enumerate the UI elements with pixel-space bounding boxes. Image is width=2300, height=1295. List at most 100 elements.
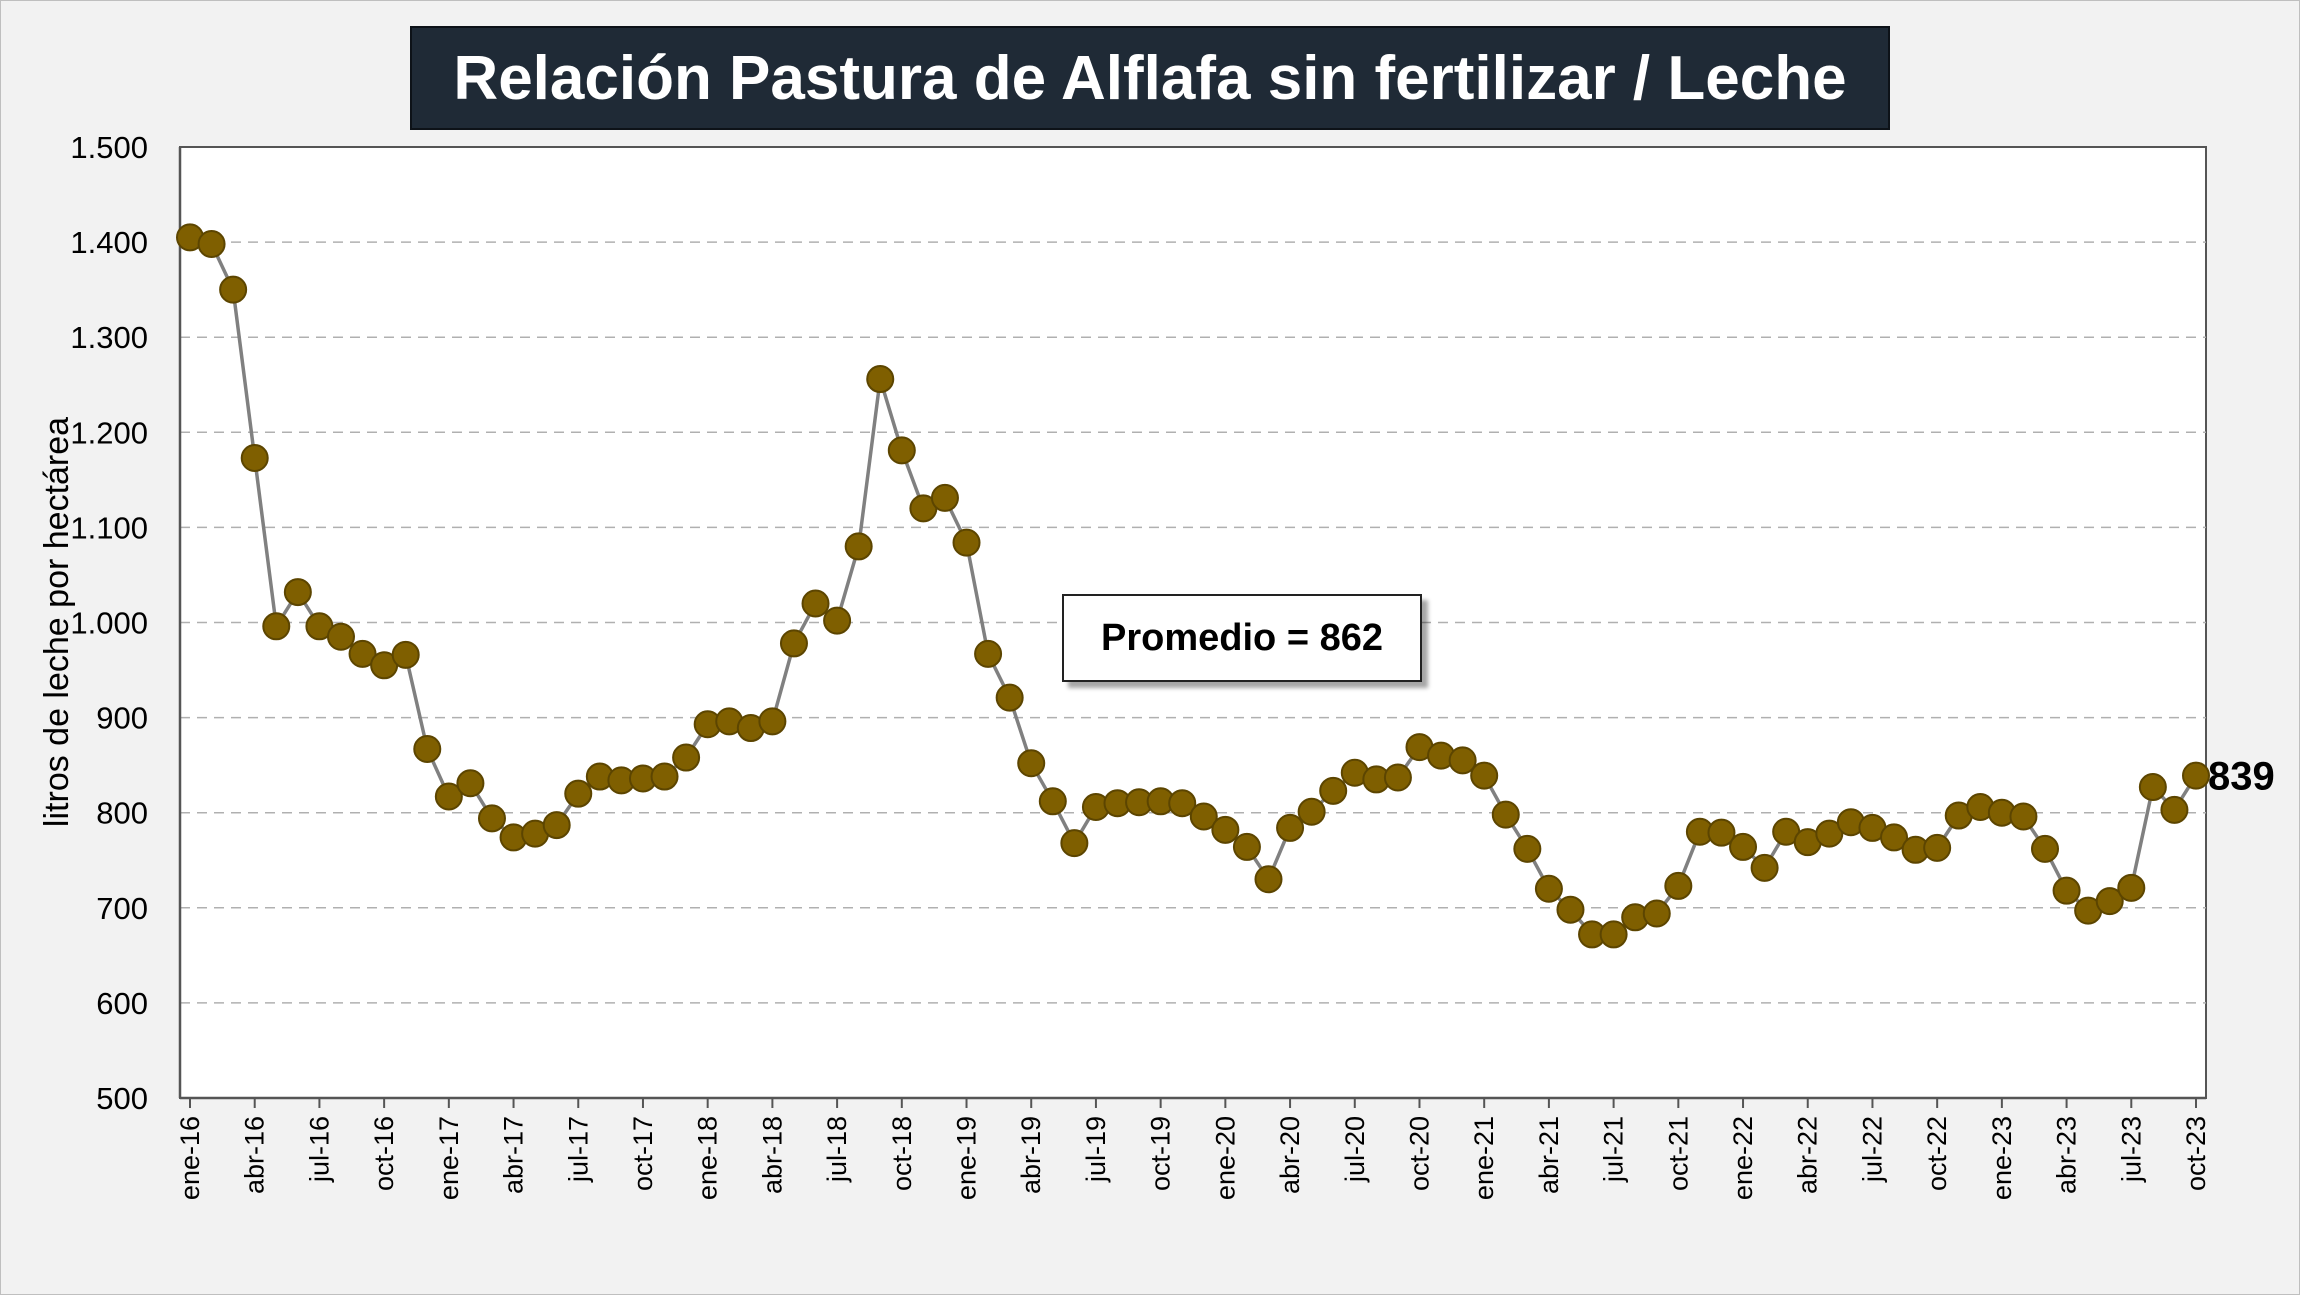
y-tick-label: 1.300 (70, 320, 148, 355)
data-point (1017, 749, 1046, 778)
y-tick-label: 900 (96, 701, 148, 736)
data-point (564, 779, 593, 808)
x-tick-label: abr-18 (757, 1116, 787, 1194)
x-tick-label: jul-17 (563, 1116, 593, 1183)
data-points (176, 223, 2210, 949)
data-point (1750, 853, 1779, 882)
y-tick-label: 1.000 (70, 606, 148, 641)
data-point (930, 483, 959, 512)
data-point (1513, 834, 1542, 863)
data-point (650, 762, 679, 791)
data-point (1642, 899, 1671, 928)
data-point (844, 532, 873, 561)
x-tick-label: oct-20 (1404, 1116, 1434, 1191)
data-point (1254, 865, 1283, 894)
data-point (995, 683, 1024, 712)
data-point (1383, 763, 1412, 792)
data-point (391, 640, 420, 669)
x-tick-label: ene-18 (693, 1116, 723, 1200)
data-point (1664, 871, 1693, 900)
data-point (1880, 823, 1909, 852)
data-point (1556, 895, 1585, 924)
data-point (434, 782, 463, 811)
x-tick-label: ene-23 (1987, 1116, 2017, 1200)
x-tick-label: ene-21 (1469, 1116, 1499, 1200)
data-point (348, 639, 377, 668)
data-point (542, 811, 571, 840)
data-point (2182, 761, 2210, 790)
data-point (1189, 802, 1218, 831)
data-point (197, 230, 226, 259)
average-annotation: Promedio = 862 (1062, 594, 1422, 682)
y-axis-label: litros de leche por hectárea (38, 417, 76, 827)
y-tick-label: 500 (96, 1081, 148, 1116)
data-point (1923, 833, 1952, 862)
axes (178, 147, 2206, 1100)
data-point (1491, 800, 1520, 829)
data-point (1038, 787, 1067, 816)
y-tick-labels: 500 600 700 800 900 1.000 1.100 1.200 1.300 1.400… (70, 130, 148, 1116)
data-point (283, 578, 312, 607)
data-point (758, 707, 787, 736)
x-tick-label: oct-22 (1922, 1116, 1952, 1191)
chart-title: Relación Pastura de Alflafa sin fertiliz… (410, 26, 1890, 130)
x-tick-label: oct-18 (887, 1116, 917, 1191)
x-tick-label: jul-16 (304, 1116, 334, 1183)
data-point (2160, 795, 2189, 824)
data-point (2117, 873, 2146, 902)
data-point (887, 436, 916, 465)
y-tick-label: 1.400 (70, 225, 148, 260)
data-point (1168, 789, 1197, 818)
data-point (219, 275, 248, 304)
y-tick-label: 600 (96, 986, 148, 1021)
y-tick-label: 800 (96, 796, 148, 831)
x-tick-label: oct-16 (369, 1116, 399, 1191)
x-tick-label: jul-20 (1340, 1116, 1370, 1183)
data-point (1276, 813, 1305, 842)
x-tick-label: abr-20 (1275, 1116, 1305, 1194)
data-point (801, 589, 830, 618)
data-point (326, 622, 355, 651)
x-tick-label: oct-21 (1663, 1116, 1693, 1191)
data-point (456, 769, 485, 798)
data-point (2009, 802, 2038, 831)
x-tick-label: jul-22 (1857, 1116, 1887, 1183)
data-point (413, 734, 442, 763)
data-point (477, 804, 506, 833)
x-tick-label: ene-17 (434, 1116, 464, 1200)
x-tick-label: abr-19 (1016, 1116, 1046, 1194)
data-point (1448, 746, 1477, 775)
x-tick-label: jul-23 (2116, 1116, 2146, 1183)
y-tick-label: 700 (96, 891, 148, 926)
data-point (1599, 920, 1628, 949)
data-point (2031, 834, 2060, 863)
data-point (866, 365, 895, 394)
data-point (974, 639, 1003, 668)
x-tick-label: abr-22 (1793, 1116, 1823, 1194)
last-value-label: 839 (2208, 755, 2275, 799)
data-point (240, 443, 269, 472)
data-point (1815, 819, 1844, 848)
y-tick-label: 1.200 (70, 415, 148, 450)
x-tick-label: ene-16 (175, 1116, 205, 1200)
data-point (952, 528, 981, 557)
data-point (2052, 876, 2081, 905)
x-tick-label: ene-20 (1210, 1116, 1240, 1200)
data-point (1729, 832, 1758, 861)
data-point (823, 606, 852, 635)
x-tick-label: ene-22 (1728, 1116, 1758, 1200)
data-point (1232, 832, 1261, 861)
y-tick-label: 1.100 (70, 510, 148, 545)
x-tick-label: jul-18 (822, 1116, 852, 1183)
data-point (1534, 874, 1563, 903)
x-tick-label: oct-19 (1146, 1116, 1176, 1191)
data-point (262, 612, 291, 641)
y-tick-label: 1.500 (70, 130, 148, 165)
x-tick-label: oct-23 (2181, 1116, 2211, 1191)
x-tick-label: ene-19 (952, 1116, 982, 1200)
data-point (2138, 773, 2167, 802)
data-point (1319, 776, 1348, 805)
x-tick-label: abr-21 (1534, 1116, 1564, 1194)
x-tick-label: abr-23 (2052, 1116, 2082, 1194)
data-point (1211, 815, 1240, 844)
